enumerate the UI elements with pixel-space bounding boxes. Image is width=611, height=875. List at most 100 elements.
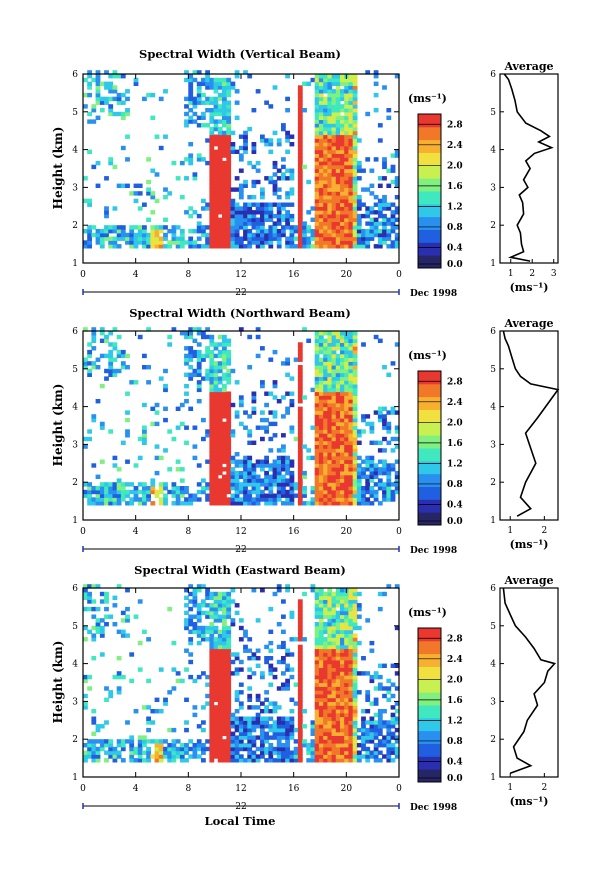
heatmap-cell	[268, 663, 274, 668]
heatmap-cell	[327, 168, 333, 173]
heatmap-cell	[335, 444, 341, 449]
heatmap-cell	[318, 376, 324, 381]
heatmap-cell	[318, 421, 324, 427]
heatmap-cell	[394, 244, 400, 249]
heatmap-cell	[352, 493, 358, 498]
heatmap-cell	[289, 187, 295, 192]
heatmap-cell	[104, 236, 109, 241]
heatmap-cell	[276, 731, 282, 736]
heatmap-cell	[230, 735, 236, 740]
heatmap-cell	[348, 731, 354, 736]
heatmap-cell	[323, 225, 328, 230]
heatmap-cell	[293, 225, 299, 230]
heatmap-cell	[344, 724, 349, 729]
heatmap-cell	[87, 674, 92, 680]
heatmap-cell	[217, 644, 223, 650]
heatmap-cell	[348, 440, 354, 445]
heatmap-cell	[344, 383, 349, 389]
heatmap-cell	[348, 115, 354, 120]
heatmap-cell	[361, 709, 366, 714]
x-tick-label: 12	[235, 784, 246, 794]
heatmap-cell	[222, 652, 227, 657]
heatmap-cell	[382, 497, 387, 502]
heatmap-cell	[209, 96, 215, 102]
heatmap-cell	[226, 633, 232, 638]
heatmap-cell	[323, 376, 328, 381]
heatmap-cell	[116, 96, 122, 102]
heatmap-cell	[394, 225, 400, 230]
heatmap-cell	[268, 758, 274, 763]
heatmap-cell	[348, 591, 354, 597]
heatmap-cell	[394, 176, 400, 181]
heatmap-cell	[348, 417, 354, 423]
heatmap-cell	[348, 406, 354, 411]
heatmap-cell	[192, 750, 198, 755]
heatmap-cell	[297, 421, 303, 427]
heatmap-cell	[377, 731, 383, 736]
heatmap-cell	[394, 686, 400, 691]
heatmap-cell	[163, 236, 168, 241]
heatmap-cell	[344, 77, 349, 83]
heatmap-cell	[222, 444, 227, 449]
heatmap-cell	[323, 85, 328, 90]
heatmap-cell	[297, 750, 303, 755]
heatmap-cell	[344, 353, 349, 359]
heatmap-cell	[348, 342, 354, 347]
heatmap-cell	[318, 108, 324, 113]
heatmap-cell	[352, 229, 358, 234]
heatmap-cell	[213, 489, 219, 495]
heatmap-cell	[247, 674, 253, 680]
heatmap-cell	[331, 591, 337, 597]
heatmap-cell	[91, 365, 97, 370]
heatmap-cell	[373, 754, 379, 759]
heatmap-cell	[323, 383, 328, 389]
heatmap-cell	[335, 448, 341, 453]
heatmap-cell	[314, 138, 320, 143]
heatmap-cell	[361, 459, 366, 464]
heatmap-cell	[335, 410, 341, 415]
heatmap-cell	[318, 115, 324, 120]
heatmap-cell	[323, 410, 328, 415]
heatmap-cell	[188, 244, 194, 249]
heatmap-cell	[348, 160, 354, 166]
heatmap-cell	[226, 160, 232, 166]
heatmap-cell	[297, 383, 303, 389]
heatmap-cell	[226, 625, 232, 631]
heatmap-cell	[201, 229, 206, 234]
heatmap-cell	[142, 240, 147, 245]
heatmap-cell	[318, 198, 324, 204]
heatmap-cell	[327, 213, 333, 219]
heatmap-cell	[226, 349, 232, 355]
heatmap-cell	[234, 709, 240, 714]
heatmap-cell	[222, 618, 227, 623]
heatmap-cell	[323, 134, 328, 139]
heatmap-cell	[234, 482, 240, 487]
heatmap-cell	[196, 640, 202, 646]
heatmap-cell	[352, 470, 358, 476]
heatmap-cell	[226, 671, 232, 676]
heatmap-cell	[264, 482, 269, 487]
heatmap-cell	[331, 758, 337, 763]
heatmap-cell	[95, 160, 101, 166]
heatmap-cell	[289, 470, 295, 476]
heatmap-cell	[348, 349, 354, 355]
heatmap-cell	[318, 644, 324, 650]
heatmap-cell	[297, 399, 303, 404]
heatmap-cell	[297, 395, 303, 400]
heatmap-cell	[217, 77, 223, 83]
heatmap-cell	[386, 372, 392, 377]
heatmap-cell	[247, 232, 253, 238]
heatmap-cell	[217, 693, 223, 699]
heatmap-cell	[361, 244, 366, 249]
heatmap-cell	[340, 444, 345, 449]
heatmap-cell	[318, 346, 324, 351]
heatmap-cell	[348, 701, 354, 706]
heatmap-cell	[175, 467, 181, 472]
heatmap-cell	[209, 648, 215, 653]
heatmap-cell	[327, 671, 333, 676]
heatmap-cell	[222, 743, 227, 748]
heatmap-cell	[217, 746, 223, 752]
heatmap-cell	[188, 327, 194, 332]
heatmap-cell	[217, 599, 223, 604]
heatmap-cell	[331, 399, 337, 404]
